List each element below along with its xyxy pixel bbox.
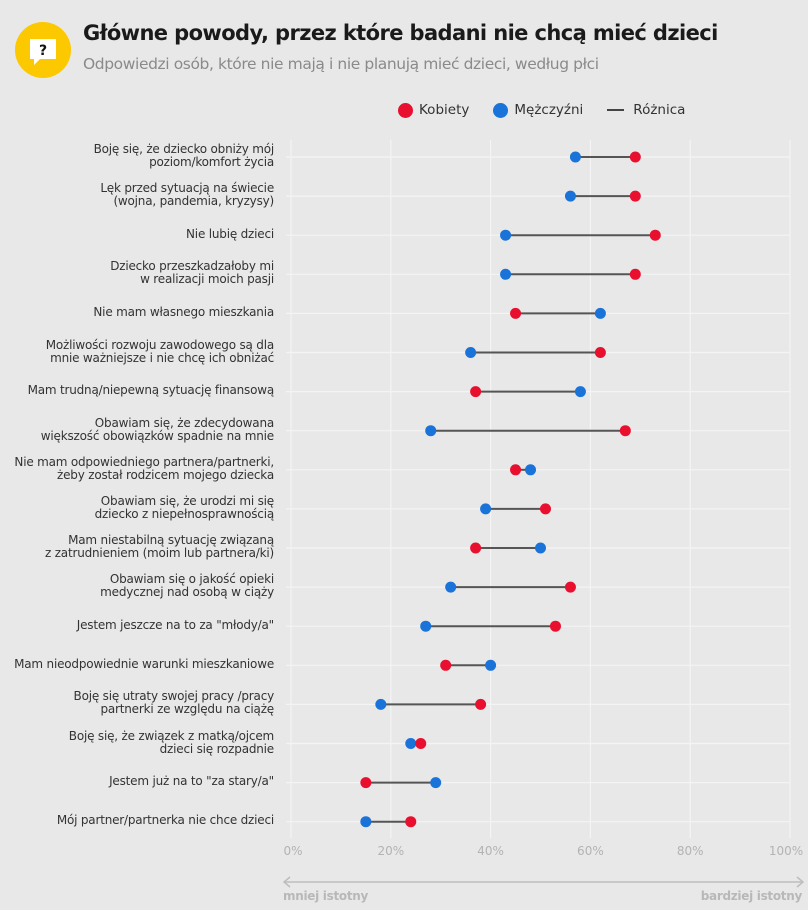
category-label: Mój partner/partnerka nie chce dzieci xyxy=(56,813,274,828)
scale-label-low: mniej istotny xyxy=(283,889,369,903)
arrow-left-icon xyxy=(282,876,291,888)
dot-men xyxy=(574,386,586,398)
x-tick-label: 60% xyxy=(577,844,604,858)
dot-women xyxy=(619,425,631,437)
dot-women xyxy=(629,268,641,280)
category-label: Jestem już na to "za stary/a" xyxy=(109,774,274,789)
dot-men xyxy=(425,425,437,437)
question-mark: ? xyxy=(39,43,47,59)
dot-women xyxy=(594,347,606,358)
legend-line-difference xyxy=(607,109,625,111)
dot-women xyxy=(549,620,561,632)
dot-women xyxy=(440,659,452,671)
dot-men xyxy=(360,816,372,828)
category-label: Boję się, że dziecko obniży mój poziom/k… xyxy=(93,142,275,169)
x-tick-label: 0% xyxy=(283,844,303,858)
dot-men xyxy=(569,151,581,163)
scale-label-high: bardziej istotny xyxy=(700,889,803,903)
dot-men xyxy=(420,620,432,632)
dot-men xyxy=(375,698,387,710)
dot-men xyxy=(480,503,492,515)
dot-women xyxy=(470,386,482,398)
category-label: Obawiam się o jakość opieki medycznej na… xyxy=(100,572,274,600)
dot-women xyxy=(564,581,576,593)
chart-title: Główne powody, przez które badani nie ch… xyxy=(83,21,718,45)
category-label: Nie mam odpowiedniego partnera/partnerki… xyxy=(14,454,274,482)
legend-dot-women xyxy=(398,102,413,118)
dot-men xyxy=(500,229,512,241)
category-label: Mam niestabilną sytuację związaną z zatr… xyxy=(45,533,274,560)
legend-item-men: Mężczyźni xyxy=(493,102,583,118)
category-label: Jestem jeszcze na to za "młody/a" xyxy=(76,617,274,632)
legend-item-women: Kobiety xyxy=(398,102,469,118)
x-tick-label: 40% xyxy=(477,844,504,858)
dot-men xyxy=(485,659,497,671)
dot-men xyxy=(535,542,546,554)
legend-label-difference: Różnica xyxy=(633,102,686,118)
category-label: Obawiam się, że urodzi mi się dziecko z … xyxy=(94,493,275,521)
legend-label-women: Kobiety xyxy=(419,102,470,118)
dot-men xyxy=(594,307,606,319)
dot-men xyxy=(405,738,417,749)
dot-women xyxy=(360,777,372,789)
legend-dot-men xyxy=(493,102,509,118)
category-label: Możliwości rozwoju zawodowego są dla mni… xyxy=(45,337,275,365)
dot-women xyxy=(649,229,661,241)
arrow-right-icon xyxy=(796,876,805,888)
chart-subtitle: Odpowiedzi osób, które nie mają i nie pl… xyxy=(83,55,599,73)
speech-bubble-shape xyxy=(30,39,56,65)
legend: Kobiety Mężczyźni Różnica xyxy=(398,102,709,118)
dot-women xyxy=(629,190,641,202)
category-label: Nie lubię dzieci xyxy=(186,226,274,241)
category-label: Obawiam się, że zdecydowana większość ob… xyxy=(40,415,274,443)
question-speech-bubble-icon: ? xyxy=(15,22,71,78)
dot-men xyxy=(500,268,512,280)
dot-men xyxy=(430,777,442,789)
dot-women xyxy=(510,307,522,319)
dot-men xyxy=(445,581,457,593)
legend-item-difference: Różnica xyxy=(607,102,685,118)
category-label: Lęk przed sytuacją na świecie (wojna, pa… xyxy=(100,181,274,209)
dot-women xyxy=(629,151,641,163)
dot-women xyxy=(510,464,522,476)
dot-men xyxy=(564,190,576,202)
category-label: Boję się, że związek z matką/ojcem dziec… xyxy=(68,728,274,756)
legend-label-men: Mężczyźni xyxy=(514,102,584,118)
x-tick-label: 100% xyxy=(768,844,804,858)
dot-men xyxy=(525,464,537,476)
category-label: Dziecko przeszkadzałoby mi w realizacji … xyxy=(110,259,274,287)
x-tick-label: 80% xyxy=(676,844,704,858)
dot-women xyxy=(415,738,427,749)
dot-women xyxy=(475,698,487,710)
category-label: Nie mam własnego mieszkania xyxy=(93,304,274,319)
dot-women xyxy=(405,816,417,828)
dot-men xyxy=(465,347,477,358)
category-label: Mam trudną/niepewną sytuację finansową xyxy=(27,383,275,398)
x-tick-label: 20% xyxy=(377,844,405,858)
dot-women xyxy=(539,503,551,515)
category-label: Boję się utraty swojej pracy /pracy part… xyxy=(73,689,275,717)
category-label: Mam nieodpowiednie warunki mieszkaniowe xyxy=(14,656,274,671)
dot-women xyxy=(470,542,482,554)
